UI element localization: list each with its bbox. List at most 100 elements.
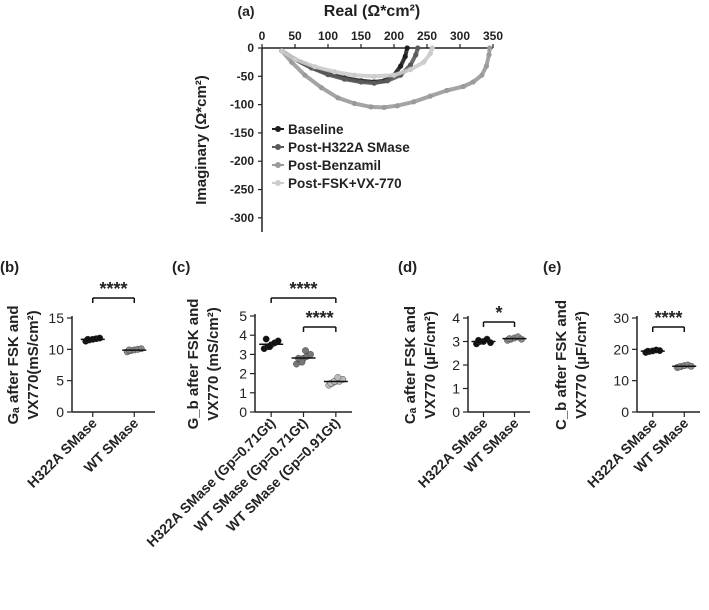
legend-entry: Post-Benzamil — [288, 158, 381, 173]
series-point — [335, 95, 341, 101]
series-point — [427, 93, 433, 99]
series-point — [402, 53, 408, 60]
x-tick-label: 250 — [417, 29, 437, 43]
series-point — [358, 79, 364, 85]
series-point — [302, 72, 308, 78]
series-point — [318, 85, 324, 91]
series-point — [407, 62, 414, 68]
y-axis-label-line2: VX770 (µF/cm²) — [422, 311, 439, 419]
y-axis-label-line2: VX770 (mS/cm²) — [205, 307, 222, 420]
category-label: H322A SMase (Gp=0.71Gt) — [143, 415, 278, 550]
series-point — [394, 103, 400, 109]
y-tick-label: 0 — [239, 404, 247, 420]
series-point — [479, 72, 485, 78]
panel-label-e: (e) — [543, 259, 561, 276]
series-point — [483, 63, 489, 69]
series-point — [351, 100, 357, 107]
series-point — [415, 45, 421, 51]
legend-entry: Post-FSK+VX-770 — [288, 176, 402, 191]
series-point — [371, 80, 377, 86]
data-point — [298, 358, 306, 366]
yaxis-label-a: Imaginary (Ω*cm²) — [193, 75, 210, 205]
x-tick-label: 350 — [483, 29, 503, 43]
y-tick-label: 2 — [452, 357, 460, 373]
panel-label-a: (a) — [237, 3, 254, 19]
y-tick-label: 0 — [621, 404, 629, 420]
x-tick-label: 50 — [288, 29, 302, 43]
significance-label: **** — [99, 279, 127, 299]
x-tick-label: 100 — [318, 29, 338, 43]
x-tick-label: 0 — [259, 29, 266, 43]
y-axis-label-line1: Cₐ after FSK and — [402, 306, 419, 424]
y-tick-label: 3 — [239, 346, 247, 362]
series-point — [460, 83, 466, 90]
data-point — [475, 336, 482, 344]
y-tick-label: 0 — [452, 404, 460, 420]
data-point — [274, 337, 282, 345]
series-point — [486, 52, 492, 58]
y-axis-label-line2: VX770(mS/cm²) — [25, 310, 42, 419]
y-tick-label: 0 — [247, 41, 254, 55]
series-point — [351, 72, 357, 78]
y-axis-label-line1: Gₐ after FSK and — [5, 305, 22, 424]
series-point — [429, 45, 435, 51]
y-tick-label: -300 — [230, 211, 254, 225]
y-tick-label: 20 — [613, 341, 629, 357]
panel-label-d: (d) — [398, 259, 417, 276]
y-axis-label-line2: VX770 (µF/cm²) — [573, 311, 590, 419]
scatter-panel-b: 0 5 10 15 Gₐ after FSK and VX770(mS/cm²)H322A… — [5, 279, 155, 491]
legend-swatch-marker — [275, 144, 281, 150]
series-point — [404, 45, 410, 51]
y-axis-label-line1: G_b after FSK and — [185, 299, 202, 430]
significance-label: * — [495, 303, 502, 323]
legend-entry: Post-H322A SMase — [288, 140, 410, 155]
legend-swatch-marker — [275, 180, 281, 186]
y-tick-label: 4 — [452, 310, 460, 326]
y-tick-label: 4 — [239, 327, 247, 343]
y-tick-label: 5 — [56, 373, 64, 389]
series-point — [487, 45, 493, 51]
y-tick-label: 10 — [613, 373, 629, 389]
series-point — [332, 69, 338, 75]
y-tick-label: 10 — [48, 341, 64, 357]
y-tick-label: -50 — [237, 69, 255, 83]
data-point — [137, 345, 145, 353]
y-tick-label: 5 — [239, 308, 247, 324]
y-axis-label-line1: C_b after FSK and — [553, 300, 570, 430]
legend-swatch-marker — [275, 126, 281, 132]
panel-label-c: (c) — [172, 259, 190, 276]
legend-swatch-marker — [275, 162, 281, 168]
series-point — [411, 99, 417, 105]
series-point — [371, 73, 377, 79]
y-tick-label: 3 — [452, 334, 460, 350]
xaxis-label-a: Real (Ω*cm²) — [324, 3, 420, 20]
y-tick-label: 1 — [452, 381, 460, 397]
data-point — [334, 374, 342, 381]
impedance-plot: 0 50 100 150 200 250 300 350 0 -50 -100 -150 -200 -25… — [230, 29, 503, 232]
y-tick-label: -200 — [230, 154, 254, 168]
data-point — [302, 347, 309, 354]
data-point — [96, 334, 104, 342]
scatter-panel-c: 0 1 2 3 4 5 G_b after FSK and VX770 (mS/cm²)H32… — [143, 279, 352, 550]
series-point — [427, 51, 433, 57]
panel-label-b: (b) — [0, 259, 19, 276]
series-point — [325, 72, 331, 78]
series-point — [381, 104, 387, 111]
significance-label: **** — [289, 279, 317, 299]
y-tick-label: -250 — [230, 183, 254, 197]
series-point — [413, 52, 419, 58]
x-tick-label: 150 — [351, 29, 371, 43]
series-point — [421, 59, 427, 65]
series-point — [407, 66, 414, 73]
series-point — [368, 104, 374, 110]
y-tick-label: 30 — [613, 310, 629, 326]
y-tick-label: -100 — [230, 98, 254, 112]
data-point — [262, 335, 270, 343]
x-tick-label: 200 — [384, 29, 404, 43]
category-label: H322A SMase — [24, 415, 100, 491]
y-tick-label: 0 — [56, 404, 64, 420]
significance-label: **** — [306, 308, 334, 328]
significance-label: **** — [654, 308, 682, 328]
